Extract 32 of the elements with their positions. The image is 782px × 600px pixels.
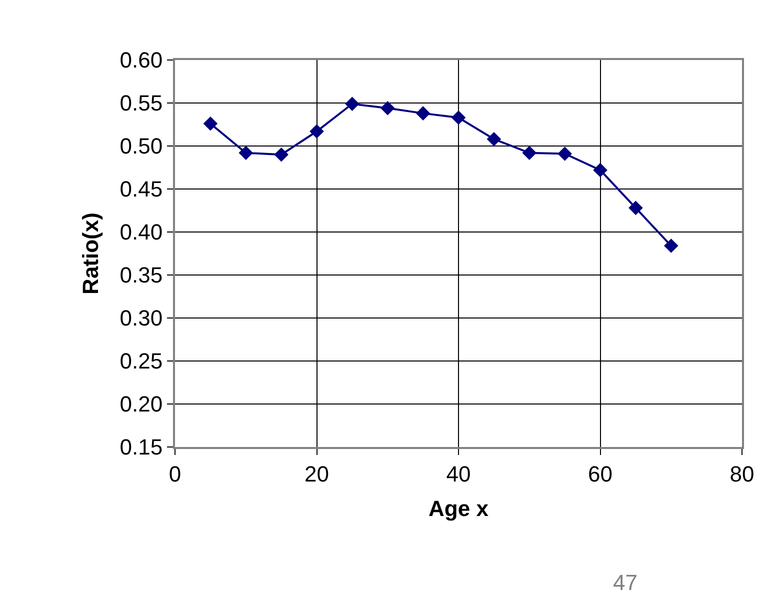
point bbox=[664, 238, 678, 253]
y-tick-label: 0.45 bbox=[120, 176, 163, 202]
y-axis-title: Ratio(x) bbox=[78, 212, 104, 294]
x-axis-title: Age x bbox=[428, 496, 490, 521]
point bbox=[593, 162, 608, 178]
y-tick-label: 0.20 bbox=[120, 392, 163, 417]
point bbox=[451, 110, 466, 125]
point bbox=[238, 146, 254, 160]
text: 47 bbox=[613, 570, 638, 595]
y-tick-label: 0.30 bbox=[120, 306, 163, 331]
x-tick-label: 40 bbox=[446, 461, 471, 486]
y-tick-label: 0.35 bbox=[120, 262, 163, 288]
point bbox=[274, 147, 288, 162]
point bbox=[310, 124, 324, 139]
y-tick-label: 0.25 bbox=[120, 348, 163, 374]
y-tick-label: 0.50 bbox=[120, 134, 163, 159]
point bbox=[416, 106, 430, 120]
point bbox=[203, 116, 218, 131]
x-tick-label: 20 bbox=[304, 461, 329, 486]
x-tick-label: 0 bbox=[168, 461, 182, 486]
point bbox=[522, 146, 537, 160]
point bbox=[380, 101, 395, 116]
point bbox=[558, 146, 572, 161]
y-tick-label: 0.60 bbox=[120, 48, 163, 73]
x-tick-label: 80 bbox=[730, 461, 754, 486]
point bbox=[486, 132, 502, 146]
y-tick-label: 0.40 bbox=[120, 220, 163, 245]
y-tick-label: 0.55 bbox=[120, 90, 163, 116]
point bbox=[345, 96, 360, 112]
y-tick-label: 0.15 bbox=[120, 434, 163, 460]
x-tick-label: 60 bbox=[588, 461, 612, 486]
point bbox=[628, 200, 643, 216]
